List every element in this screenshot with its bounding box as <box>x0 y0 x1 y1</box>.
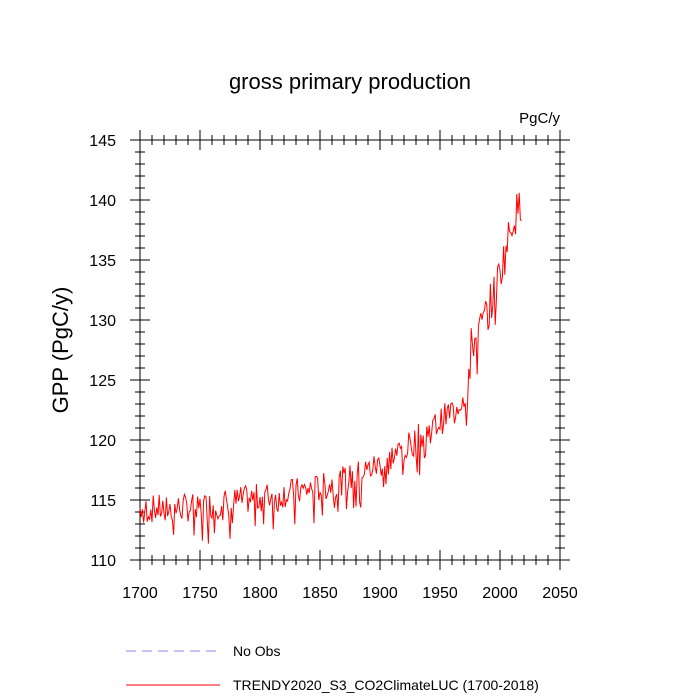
x-tick-label: 1700 <box>122 585 158 602</box>
x-tick-label: 1750 <box>182 585 218 602</box>
x-tick-labels: 1700 1750 1800 1850 1900 1950 2000 2050 <box>122 585 578 602</box>
y-axis-label: GPP (PgC/y) <box>48 287 73 414</box>
minor-ticks <box>135 135 565 565</box>
y-tick-label: 145 <box>89 133 116 150</box>
x-tick-label: 2050 <box>542 585 578 602</box>
legend-label-trendy2020: TRENDY2020_S3_CO2ClimateLUC (1700-2018) <box>233 677 539 693</box>
y-tick-label: 140 <box>89 193 116 210</box>
plot-frame <box>139 139 561 561</box>
y-tick-label: 120 <box>89 433 116 450</box>
axes: 1700 1750 1800 1850 1900 1950 2000 2050 1101151… <box>89 130 578 602</box>
x-tick-label: 1850 <box>302 585 338 602</box>
y-tick-label: 125 <box>89 373 116 390</box>
x-tick-label: 1950 <box>422 585 458 602</box>
x-tick-label: 1800 <box>242 585 278 602</box>
y-tick-labels: 110 115 120 125 130 135 140 145 <box>89 133 116 570</box>
y-tick-label: 130 <box>89 313 116 330</box>
series-line-trendy2020 <box>139 192 522 544</box>
legend-label-no-obs: No Obs <box>233 643 280 659</box>
y-tick-label: 135 <box>89 253 116 270</box>
legend: No Obs TRENDY2020_S3_CO2ClimateLUC (1700… <box>126 643 539 693</box>
units-label: PgC/y <box>519 110 560 127</box>
x-tick-label: 1900 <box>362 585 398 602</box>
x-tick-label: 2000 <box>482 585 518 602</box>
chart-title: gross primary production <box>229 69 471 94</box>
y-tick-label: 115 <box>90 493 116 510</box>
y-tick-label: 110 <box>90 553 116 570</box>
major-ticks <box>130 130 570 570</box>
